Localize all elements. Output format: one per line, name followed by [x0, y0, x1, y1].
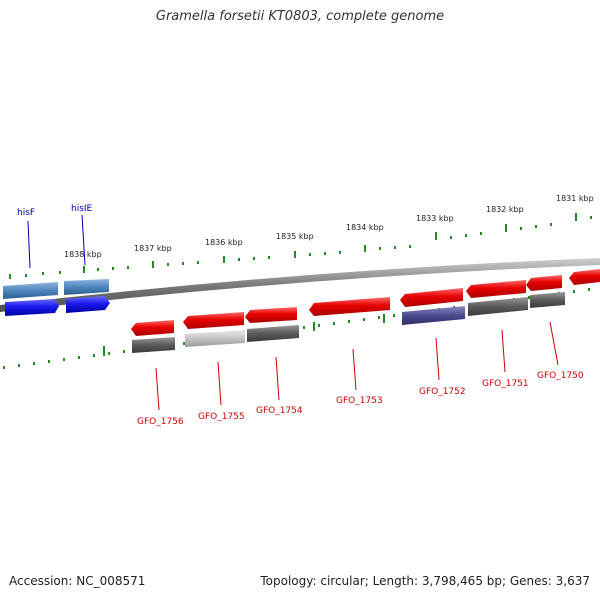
hisF-arrow[interactable] [5, 299, 59, 316]
accession-text: Accession: NC_008571 [9, 574, 146, 588]
feature-bars-ring [132, 292, 565, 353]
kbp-label: 1835 kbp [276, 232, 314, 241]
bottom-gene-label-texts: GFO_1756 GFO_1755 GFO_1754 GFO_1753 GFO_… [137, 371, 584, 427]
reverse-strand-features [3, 279, 110, 316]
GFO_1755-arrow[interactable] [183, 312, 244, 329]
gene-label-GFO_1753[interactable]: GFO_1753 [336, 396, 383, 406]
gene-label-hisIE[interactable]: hisIE [71, 204, 93, 214]
forward-strand-features [131, 269, 600, 336]
next-gene-arrow[interactable] [569, 269, 600, 285]
kbp-label: 1837 kbp [134, 244, 172, 253]
top-gene-labels: hisF hisIE [17, 204, 93, 269]
kbp-label: 1834 kbp [346, 223, 384, 232]
gene-label-hisF[interactable]: hisF [17, 208, 35, 218]
topology-text: Topology: circular; Length: 3,798,465 bp… [260, 574, 590, 588]
kbp-label: 1838 kbp [64, 250, 102, 259]
GFO_1754-bar[interactable] [247, 325, 299, 342]
outer-tick-ring [9, 213, 592, 279]
hisF-rna-bar[interactable] [3, 282, 58, 299]
GFO_1753-arrow[interactable] [309, 297, 390, 316]
bottom-gene-labels [155, 321, 559, 411]
GFO_1750-bar[interactable] [530, 292, 565, 308]
GFO_1754-arrow[interactable] [245, 307, 297, 323]
GFO_1750-arrow[interactable] [526, 275, 562, 291]
genome-backbone [0, 258, 600, 312]
kbp-labels: 1838 kbp 1837 kbp 1836 kbp 1835 kbp 1834… [64, 194, 594, 259]
hisIE-rna-bar[interactable] [64, 279, 109, 295]
hisIE-arrow[interactable] [66, 296, 110, 313]
kbp-label: 1833 kbp [416, 214, 454, 223]
GFO_1751-arrow[interactable] [466, 280, 526, 298]
gene-label-GFO_1752[interactable]: GFO_1752 [419, 387, 466, 397]
GFO_1755-bar[interactable] [185, 330, 245, 347]
gene-label-GFO_1750[interactable]: GFO_1750 [537, 371, 584, 381]
gene-label-GFO_1751[interactable]: GFO_1751 [482, 379, 529, 389]
GFO_1752-arrow[interactable] [400, 288, 463, 307]
kbp-label: 1832 kbp [486, 205, 524, 214]
gene-label-GFO_1754[interactable]: GFO_1754 [256, 406, 303, 416]
kbp-label: 1836 kbp [205, 238, 243, 247]
GFO_1751-bar[interactable] [468, 297, 528, 316]
GFO_1756-bar[interactable] [132, 337, 175, 353]
map-title: Gramella forsetii KT0803, complete genom… [155, 9, 445, 24]
GFO_1756-arrow[interactable] [131, 320, 174, 336]
GFO_1752-bar[interactable] [402, 306, 465, 325]
gene-label-GFO_1755[interactable]: GFO_1755 [198, 412, 245, 422]
kbp-label: 1831 kbp [556, 194, 594, 203]
gene-label-GFO_1756[interactable]: GFO_1756 [137, 417, 184, 427]
